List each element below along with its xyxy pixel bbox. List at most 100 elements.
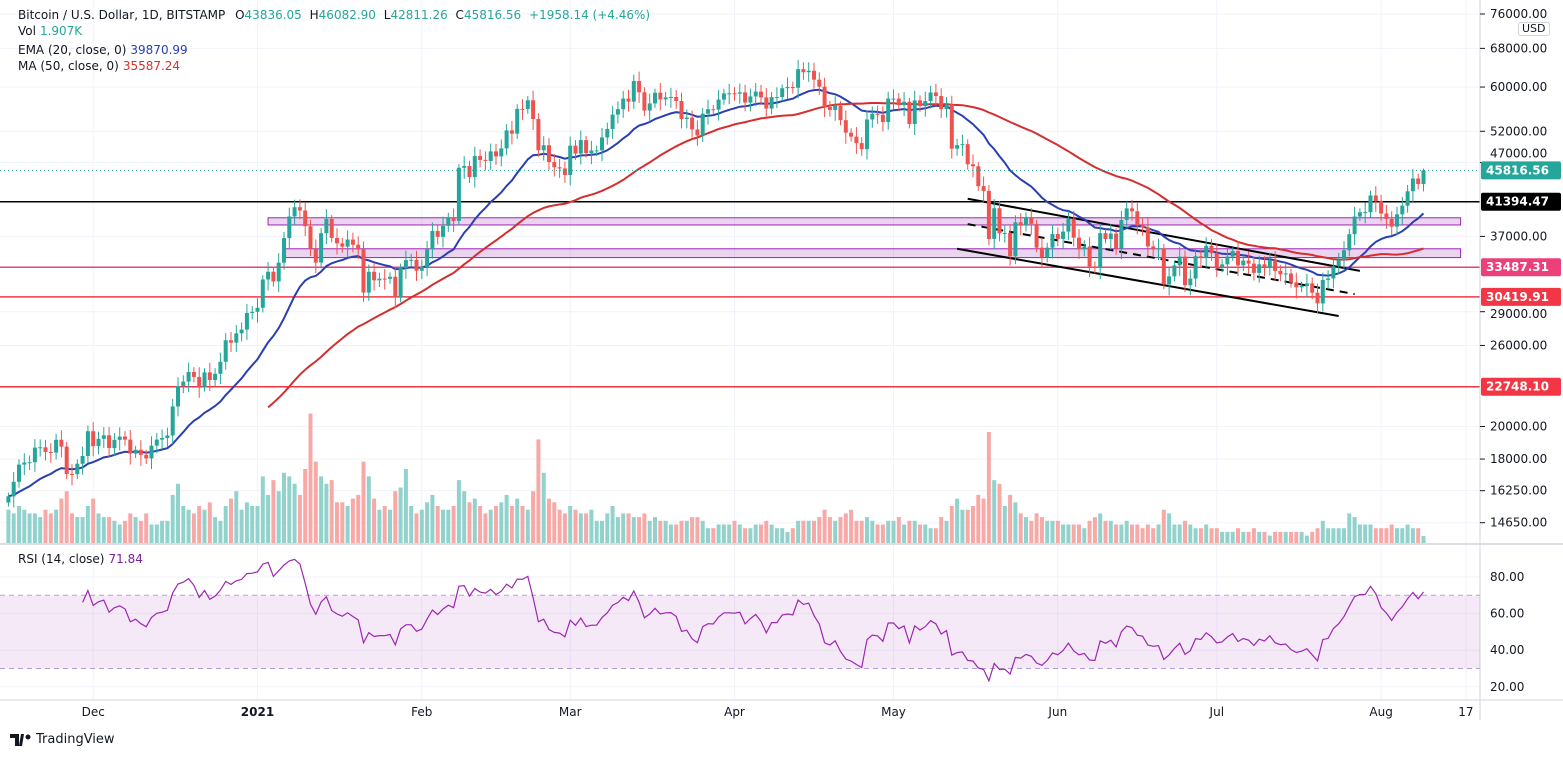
candle xyxy=(753,83,758,107)
currency-badge[interactable]: USD xyxy=(1518,22,1550,36)
candle xyxy=(1246,251,1251,275)
candle-body xyxy=(1108,233,1113,240)
candle-body xyxy=(880,114,885,123)
price-tick-label: 60000.00 xyxy=(1490,80,1547,94)
candle-body xyxy=(244,312,249,330)
ema-legend[interactable]: EMA (20, close, 0) 39870.99 xyxy=(18,43,188,57)
candle-body xyxy=(303,210,308,227)
candle xyxy=(165,427,170,447)
candle-body xyxy=(266,271,271,280)
volume-bar xyxy=(409,506,414,543)
volume-bar xyxy=(1145,524,1150,543)
candle xyxy=(997,201,1002,242)
volume-bar xyxy=(43,509,48,543)
candle-body xyxy=(202,372,207,387)
candle xyxy=(801,62,806,80)
price-tick-label: 16250.00 xyxy=(1490,484,1547,498)
candle-body xyxy=(743,92,748,103)
volume-bar xyxy=(191,513,196,543)
candle-body xyxy=(144,454,149,459)
volume-bar xyxy=(1071,524,1076,543)
volume-bar xyxy=(101,517,106,543)
candle xyxy=(64,442,69,480)
candle xyxy=(960,134,965,156)
candle-body xyxy=(48,451,53,453)
candle-body xyxy=(1262,264,1267,268)
volume-bar xyxy=(308,413,313,543)
volume-bar xyxy=(955,498,960,543)
volume-bar xyxy=(790,528,795,543)
candle xyxy=(1299,281,1304,293)
low-value: 42811.26 xyxy=(390,8,448,22)
volume-bar xyxy=(1395,528,1399,543)
candle xyxy=(923,91,928,117)
candle-body xyxy=(515,108,520,134)
candle xyxy=(345,230,350,258)
candle-body xyxy=(255,307,260,312)
volume-bar xyxy=(870,520,875,543)
close-value: 45816.56 xyxy=(463,8,522,22)
volume-bar xyxy=(706,528,710,543)
volume-bar xyxy=(1198,528,1203,543)
candle-body xyxy=(1156,248,1161,250)
volume-bar xyxy=(727,524,732,543)
candle-body xyxy=(112,439,117,449)
candle xyxy=(886,91,891,130)
candle xyxy=(642,87,647,117)
candle xyxy=(1326,270,1331,290)
volume-bar xyxy=(769,524,774,543)
volume-bar xyxy=(531,491,536,543)
candle-body xyxy=(1389,218,1394,227)
candle-body xyxy=(499,148,504,157)
volume-bar xyxy=(255,506,260,543)
price-badge xyxy=(1481,258,1561,277)
candle-body xyxy=(350,239,355,245)
volume-bar xyxy=(886,520,891,543)
candle-body xyxy=(621,98,626,110)
candle xyxy=(833,96,838,121)
candle xyxy=(573,140,578,160)
volume-bar xyxy=(266,494,271,543)
volume-bar xyxy=(1151,528,1156,543)
volume-legend[interactable]: Vol 1.907K xyxy=(18,24,83,38)
candle xyxy=(515,104,520,139)
volume-bar xyxy=(6,509,11,543)
candle-body xyxy=(1161,248,1166,285)
candle xyxy=(1352,206,1357,246)
candle xyxy=(1294,272,1299,299)
volume-bar xyxy=(1024,517,1028,543)
volume-bar xyxy=(1029,520,1034,543)
candle xyxy=(1230,247,1235,261)
trendline xyxy=(967,197,1361,272)
candle xyxy=(6,492,11,507)
ma-legend[interactable]: MA (50, close, 0) 35587.24 xyxy=(18,59,181,73)
volume-bar xyxy=(827,517,832,543)
candle xyxy=(1410,169,1415,202)
change-value: +1958.14 (+4.46%) xyxy=(529,8,651,22)
candle-body xyxy=(1124,208,1129,220)
tradingview-logo[interactable]: TradingView xyxy=(10,732,115,747)
rsi-legend[interactable]: RSI (14, close) 71.84 xyxy=(18,552,143,566)
candle xyxy=(202,368,207,392)
volume-bar xyxy=(684,520,689,543)
volume-bar xyxy=(186,509,191,543)
candle-body xyxy=(1421,170,1426,185)
candle xyxy=(1077,229,1081,259)
candle-body xyxy=(441,225,445,237)
time-tick-label: Aug xyxy=(1369,705,1392,719)
candle-body xyxy=(335,237,339,244)
volume-bar xyxy=(1230,531,1235,543)
volume-bar xyxy=(1008,494,1013,543)
candle-body xyxy=(308,226,313,249)
candle-body xyxy=(85,431,90,456)
volume-bar xyxy=(154,524,159,543)
candle-body xyxy=(732,93,737,95)
candle xyxy=(626,89,631,112)
candle xyxy=(377,272,382,287)
candle xyxy=(324,209,329,245)
candle xyxy=(1029,208,1034,235)
candle xyxy=(1267,252,1272,276)
volume-bar xyxy=(568,506,573,543)
candle-body xyxy=(674,96,679,102)
